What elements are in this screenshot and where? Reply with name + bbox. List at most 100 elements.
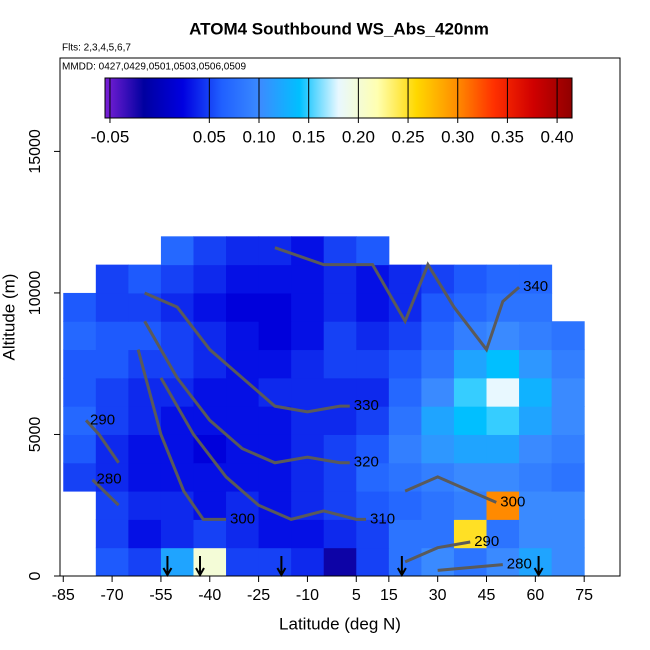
heat-cell bbox=[291, 462, 325, 492]
heat-cell bbox=[486, 547, 520, 576]
heat-cell bbox=[258, 292, 292, 322]
heat-cell bbox=[519, 377, 553, 407]
contour-line bbox=[274, 246, 521, 353]
x-tick-label: -10 bbox=[296, 587, 319, 604]
contour-line bbox=[437, 563, 503, 572]
heat-cell bbox=[356, 491, 390, 520]
heat-cell bbox=[291, 321, 325, 351]
heat-cell bbox=[519, 434, 553, 464]
heat-cell bbox=[128, 434, 162, 464]
heat-cell bbox=[421, 491, 455, 520]
heat-cell bbox=[388, 434, 422, 464]
heat-cell bbox=[291, 236, 325, 266]
heat-cell bbox=[519, 264, 553, 294]
heat-cell bbox=[519, 519, 553, 549]
heatmap bbox=[63, 236, 585, 576]
heat-cell bbox=[160, 406, 194, 435]
heat-cell bbox=[421, 519, 455, 549]
x-tick-label: -85 bbox=[52, 587, 75, 604]
y-tick-label: 10000 bbox=[27, 271, 44, 316]
note: MMDD: 0427,0429,0501,0503,0506,0509 bbox=[62, 62, 246, 73]
heat-cell bbox=[323, 349, 357, 379]
heat-cell bbox=[323, 377, 357, 407]
x-axis-label: Latitude (deg N) bbox=[279, 614, 401, 633]
heat-cell bbox=[63, 292, 97, 322]
heat-cell bbox=[356, 462, 390, 492]
heat-cell bbox=[193, 349, 227, 379]
heat-cell bbox=[453, 434, 488, 464]
contour-line bbox=[84, 419, 120, 464]
heat-cell bbox=[519, 406, 553, 435]
x-tick-label: -25 bbox=[247, 587, 270, 604]
note: Flts: 2,3,4,5,6,7 bbox=[62, 43, 131, 54]
heat-cell bbox=[160, 519, 194, 549]
x-tick-label: -40 bbox=[198, 587, 221, 604]
contour-line bbox=[144, 291, 350, 414]
colorbar-tick-label: 0.20 bbox=[342, 127, 375, 146]
heat-cell bbox=[95, 491, 129, 520]
heat-cell bbox=[95, 377, 129, 407]
heat-cell bbox=[95, 547, 129, 576]
x-tick-label: 45 bbox=[478, 587, 496, 604]
heat-cell bbox=[388, 406, 422, 435]
heat-cell bbox=[160, 321, 194, 351]
heat-cell bbox=[193, 491, 227, 520]
contour-line bbox=[136, 349, 227, 521]
heat-cell bbox=[226, 406, 260, 435]
heat-cell bbox=[486, 292, 520, 322]
heat-cell bbox=[421, 377, 455, 407]
heat-cell bbox=[356, 434, 390, 464]
heat-cell bbox=[226, 547, 260, 576]
x-tick-label: -70 bbox=[101, 587, 124, 604]
heat-cell bbox=[258, 519, 292, 549]
heat-cell bbox=[486, 406, 520, 435]
heat-cell bbox=[160, 264, 194, 294]
heat-cell bbox=[453, 349, 488, 379]
colorbar-tick-label: 0.30 bbox=[441, 127, 474, 146]
contour-line bbox=[404, 540, 471, 564]
heat-cell bbox=[356, 264, 390, 294]
heat-cell bbox=[551, 462, 585, 492]
heat-cell bbox=[128, 547, 162, 576]
heat-cell bbox=[226, 349, 260, 379]
x-tick-label: 75 bbox=[575, 587, 593, 604]
contour-line bbox=[404, 475, 497, 504]
heat-cell bbox=[453, 377, 488, 407]
heat-cell bbox=[95, 292, 129, 322]
heat-cell bbox=[63, 377, 97, 407]
colorbar-tick-label: 0.40 bbox=[541, 127, 574, 146]
heat-cell bbox=[160, 349, 194, 379]
heat-cell bbox=[323, 547, 357, 576]
contour-label: 290 bbox=[474, 533, 499, 550]
heat-cell bbox=[258, 264, 292, 294]
heat-cell bbox=[291, 547, 325, 576]
heat-cell bbox=[63, 434, 97, 464]
contour-line bbox=[159, 377, 367, 521]
heat-cell bbox=[193, 236, 227, 266]
heat-cell bbox=[226, 519, 260, 549]
heat-cell bbox=[323, 292, 357, 322]
heat-cell bbox=[291, 264, 325, 294]
heat-cell bbox=[128, 491, 162, 520]
contour-label: 300 bbox=[230, 510, 255, 527]
heat-cell bbox=[128, 321, 162, 351]
heat-cell bbox=[356, 292, 390, 322]
heat-cell bbox=[453, 292, 488, 322]
heat-cell bbox=[128, 462, 162, 492]
colorbar bbox=[104, 77, 573, 119]
contour-label: 290 bbox=[90, 411, 115, 428]
heat-cell bbox=[551, 519, 585, 549]
heat-cell bbox=[356, 519, 390, 549]
x-tick-label: 30 bbox=[429, 587, 447, 604]
colorbar-tick-label: 0.25 bbox=[392, 127, 425, 146]
heat-cell bbox=[128, 377, 162, 407]
heat-cell bbox=[356, 236, 390, 266]
heat-cell bbox=[323, 406, 357, 435]
heat-cell bbox=[551, 406, 585, 435]
heat-cell bbox=[160, 491, 194, 520]
x-tick-label: -55 bbox=[149, 587, 172, 604]
heat-cell bbox=[63, 349, 97, 379]
heat-cell bbox=[258, 462, 292, 492]
heat-cell bbox=[193, 462, 227, 492]
